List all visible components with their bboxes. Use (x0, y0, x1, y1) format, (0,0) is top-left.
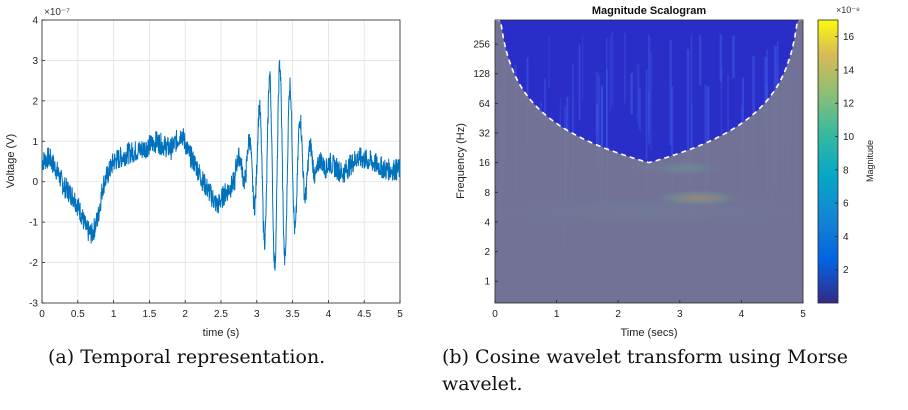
colorbar-tick-label: 2 (843, 265, 849, 276)
frequency-tick-label: 256 (473, 40, 490, 51)
colorbar (817, 19, 839, 304)
x-axis-label: time (s) (203, 327, 240, 339)
colorbar-tick-label: 10 (843, 132, 855, 143)
y-tick-label: 0 (32, 177, 38, 188)
x-tick-label: 2.5 (214, 309, 228, 320)
colorbar-label: Magnitude (865, 140, 875, 182)
voltage-time-chart: 0 0.5 1 1.5 2 2.5 3 3.5 4 4.5 5 -3 -2 -1 0 1 2 3 4 ×10⁻⁷ V… (5, 7, 403, 339)
x-tick-label: 3 (254, 309, 260, 320)
colorbar-tick-label: 16 (843, 32, 855, 43)
frequency-axis-label: Frequency (Hz) (455, 123, 467, 199)
cone-of-influence-boundary (495, 20, 803, 164)
frequency-tick-label: 32 (479, 129, 491, 140)
caption-b: (b) Cosine wavelet transform using Morse… (442, 346, 849, 395)
frequency-tick-label: 2 (484, 247, 490, 258)
colorbar-tick-label: 8 (843, 165, 849, 176)
y-axis-label: Voltage (V) (5, 134, 17, 188)
caption-a: (a) Temporal representation. (48, 346, 326, 368)
colorbar-tick-label: 6 (843, 199, 849, 210)
y-exponent-label: ×10⁻⁷ (44, 7, 70, 18)
frequency-tick-label: 64 (479, 99, 491, 110)
time-tick-label: 3 (677, 309, 683, 320)
time-tick-label: 5 (800, 309, 806, 320)
time-axis-label: Time (secs) (620, 327, 677, 339)
y-tick-label: -2 (29, 258, 38, 269)
y-tick-label: 3 (32, 56, 38, 67)
x-tick-label: 4.5 (357, 309, 371, 320)
cone-of-influence-shade (495, 20, 803, 303)
colorbar-tick-label: 14 (843, 65, 855, 76)
frequency-tick-label: 128 (473, 69, 490, 80)
y-tick-label: 1 (32, 137, 38, 148)
colorbar-tick-label: 4 (843, 232, 849, 243)
time-tick-label: 1 (554, 309, 560, 320)
colorbar-exponent-label: ×10⁻⁸ (836, 5, 860, 15)
x-tick-label: 5 (397, 309, 403, 320)
x-tick-label: 3.5 (286, 309, 300, 320)
frequency-tick-label: 8 (484, 188, 490, 199)
x-tick-label: 4 (326, 309, 332, 320)
colorbar-tick-label: 12 (843, 99, 855, 110)
frequency-tick-label: 1 (484, 277, 490, 288)
time-tick-label: 2 (615, 309, 621, 320)
y-tick-label: 4 (32, 16, 38, 27)
x-tick-label: 0.5 (71, 309, 85, 320)
time-tick-label: 4 (739, 309, 745, 320)
x-tick-label: 1 (111, 309, 117, 320)
frequency-tick-label: 16 (479, 158, 491, 169)
y-tick-label: -1 (29, 218, 38, 229)
x-tick-label: 2 (182, 309, 188, 320)
frequency-tick-label: 4 (484, 217, 490, 228)
scalogram-title: Magnitude Scalogram (592, 5, 707, 17)
voltage-series-line (41, 59, 401, 271)
x-tick-label: 1.5 (142, 309, 156, 320)
y-tick-label: -3 (29, 299, 38, 310)
magnitude-scalogram-chart: Magnitude Scalogram 0 1 2 3 4 512481632641282… (455, 5, 875, 339)
y-tick-label: 2 (32, 96, 38, 107)
plot-b-frame (494, 19, 804, 304)
time-tick-label: 0 (492, 309, 498, 320)
x-tick-label: 0 (39, 309, 45, 320)
